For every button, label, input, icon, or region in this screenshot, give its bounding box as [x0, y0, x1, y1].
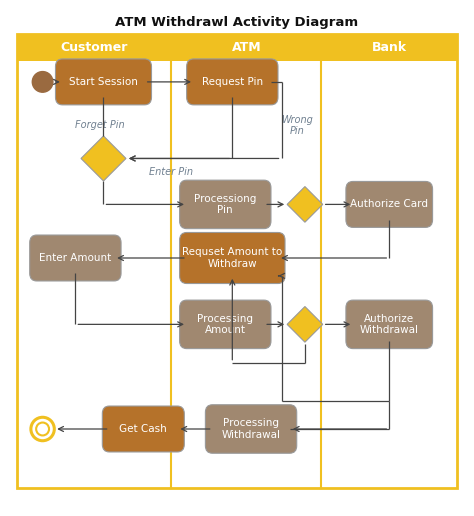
Text: Authorize
Withdrawal: Authorize Withdrawal: [360, 314, 419, 335]
Text: Processiong
Pin: Processiong Pin: [194, 194, 256, 215]
Text: Enter Amount: Enter Amount: [39, 253, 111, 263]
Text: Customer: Customer: [61, 41, 128, 54]
Text: Wrong
Pin: Wrong Pin: [282, 115, 313, 136]
Text: Bank: Bank: [372, 41, 407, 54]
Text: Enter Pin: Enter Pin: [149, 167, 193, 177]
Text: Authorize Card: Authorize Card: [350, 199, 428, 209]
FancyBboxPatch shape: [205, 405, 297, 453]
Polygon shape: [287, 307, 323, 342]
Text: Get Cash: Get Cash: [119, 424, 167, 434]
FancyBboxPatch shape: [187, 59, 278, 105]
FancyBboxPatch shape: [346, 182, 433, 228]
Text: Processing
Amount: Processing Amount: [197, 314, 253, 335]
Text: ATM: ATM: [232, 41, 261, 54]
FancyBboxPatch shape: [180, 180, 271, 229]
Ellipse shape: [32, 72, 53, 92]
Text: Requset Amount to
Withdraw: Requset Amount to Withdraw: [182, 247, 283, 269]
Polygon shape: [81, 136, 126, 181]
FancyBboxPatch shape: [180, 233, 285, 283]
Polygon shape: [287, 187, 323, 222]
Text: Request Pin: Request Pin: [202, 77, 263, 87]
Text: Start Session: Start Session: [69, 77, 138, 87]
FancyBboxPatch shape: [17, 35, 457, 61]
FancyBboxPatch shape: [55, 59, 152, 105]
Text: ATM Withdrawl Activity Diagram: ATM Withdrawl Activity Diagram: [116, 15, 358, 29]
Text: Forget Pin: Forget Pin: [75, 120, 125, 130]
FancyBboxPatch shape: [180, 300, 271, 349]
FancyBboxPatch shape: [30, 235, 121, 281]
Text: Processing
Withdrawal: Processing Withdrawal: [221, 418, 281, 440]
FancyBboxPatch shape: [102, 406, 184, 452]
FancyBboxPatch shape: [346, 300, 433, 349]
